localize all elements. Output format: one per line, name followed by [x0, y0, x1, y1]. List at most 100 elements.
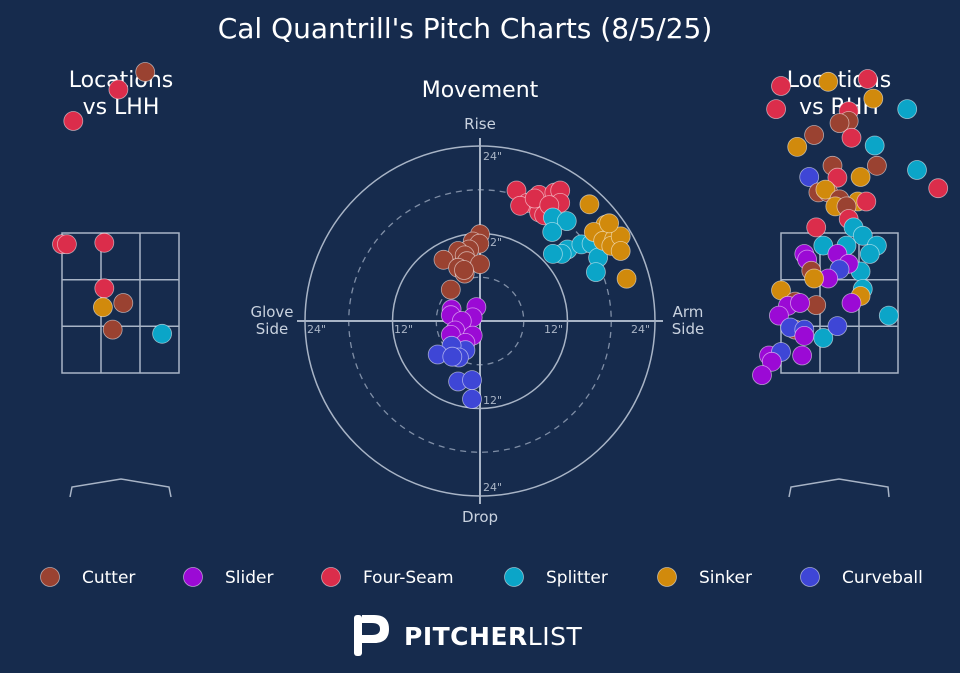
legend-item-splitter: Splitter: [504, 567, 608, 588]
rhh-point-slider: [794, 325, 815, 346]
lhh-point-cutter: [135, 62, 156, 82]
ring-labels: 24" 12" 12" 24" 24" 12" 12" 24": [307, 150, 650, 494]
rhh-point-fourseam: [766, 99, 786, 119]
movement-point-splitter: [586, 262, 606, 283]
movement-point-cutter: [454, 260, 474, 280]
label-arm-side-line1: Arm: [673, 303, 704, 321]
rhh-point-splitter: [878, 305, 899, 326]
panel-rhh: Locations vs RHH: [752, 68, 949, 498]
lhh-point-splitter: [152, 323, 173, 344]
rhh-point-splitter: [864, 135, 885, 156]
label-drop: Drop: [462, 508, 498, 526]
movement-point-sinker: [579, 194, 600, 215]
movement-point-sinker: [599, 213, 619, 234]
lhh-point-fourseam: [94, 232, 115, 253]
lhh-home-plate: [69, 478, 172, 498]
rhh-point-fourseam: [928, 178, 949, 199]
ring-label-bottom-12: 12": [483, 394, 502, 407]
legend-marker-sinker: [657, 567, 677, 587]
legend-item-slider: Slider: [183, 567, 273, 588]
movement-point-curveball: [442, 346, 463, 367]
legend-item-sinker: Sinker: [657, 567, 752, 588]
rhh-point-splitter: [859, 244, 880, 264]
lhh-point-sinker: [93, 297, 113, 318]
rhh-point-cutter: [829, 113, 850, 133]
ring-label-top-24: 24": [483, 150, 502, 163]
ring-label-left-12: 12": [394, 323, 413, 336]
rhh-point-sinker: [818, 71, 839, 92]
movement-point-curveball: [462, 389, 482, 409]
ring-label-right-24: 24": [631, 323, 650, 336]
movement-point-cutter: [440, 279, 461, 300]
rhh-point-slider: [792, 345, 812, 366]
panel-movement: Movement Rise Drop Glove Side Arm Side 2…: [250, 78, 704, 526]
rhh-point-fourseam: [856, 191, 877, 212]
rhh-point-sinker: [850, 167, 871, 187]
lhh-point-fourseam: [57, 234, 77, 255]
legend-marker-cutter: [40, 567, 60, 587]
lhh-points: [52, 62, 173, 344]
rhh-point-sinker: [863, 88, 884, 109]
legend-label-cutter: Cutter: [82, 568, 135, 588]
pitcherlist-wordmark: PITCHERLIST: [404, 622, 582, 651]
panel-lhh: Locations vs LHH: [52, 62, 180, 498]
movement-title: Movement: [422, 78, 539, 103]
rhh-point-cutter: [867, 155, 887, 176]
label-glove-side-line1: Glove: [250, 303, 293, 321]
legend-marker-splitter: [504, 567, 524, 587]
ring-label-bottom-24: 24": [483, 481, 502, 494]
movement-point-sinker: [616, 268, 637, 289]
rhh-point-slider: [752, 365, 772, 386]
rhh-point-sinker: [804, 268, 824, 289]
legend-item-fourseam: Four-Seam: [321, 567, 454, 588]
rhh-point-slider: [841, 293, 862, 313]
legend-label-slider: Slider: [225, 568, 273, 588]
movement-point-sinker: [610, 241, 631, 261]
label-arm-side-line2: Side: [672, 320, 704, 338]
rhh-point-sinker: [815, 179, 836, 200]
rhh-points: [752, 69, 949, 386]
movement-point-curveball: [462, 370, 482, 391]
movement-points: [427, 180, 637, 409]
legend-marker-curveball: [800, 567, 820, 587]
legend-label-fourseam: Four-Seam: [363, 568, 454, 588]
rhh-point-slider: [790, 293, 810, 313]
legend-label-splitter: Splitter: [546, 568, 608, 588]
rhh-point-curveball: [827, 316, 848, 337]
movement-point-splitter: [556, 211, 577, 232]
label-rise: Rise: [464, 115, 496, 133]
rhh-point-slider: [761, 351, 782, 372]
pitcherlist-logo: PITCHERLIST: [354, 615, 582, 656]
ring-label-left-24: 24": [307, 323, 326, 336]
rhh-point-fourseam: [841, 127, 862, 148]
ring-label-right-12: 12": [544, 323, 563, 336]
rhh-point-splitter: [897, 99, 918, 119]
lhh-point-fourseam: [94, 278, 115, 299]
rhh-point-splitter: [907, 160, 927, 180]
chart-title: Cal Quantrill's Pitch Charts (8/5/25): [218, 12, 713, 45]
rhh-point-splitter: [852, 225, 873, 246]
rhh-point-fourseam: [771, 76, 791, 96]
movement-point-splitter: [543, 243, 563, 264]
rhh-point-fourseam: [827, 167, 848, 188]
lhh-title-line2: vs LHH: [83, 95, 160, 120]
legend-marker-slider: [183, 567, 203, 587]
rhh-point-sinker: [787, 136, 808, 157]
legend-label-curveball: Curveball: [842, 568, 923, 588]
rhh-point-fourseam: [806, 217, 827, 238]
lhh-point-cutter: [113, 293, 134, 313]
rhh-point-curveball: [799, 167, 820, 187]
lhh-point-fourseam: [63, 111, 84, 131]
legend: Cutter Slider Four-Seam Splitter Sinker Curve…: [40, 567, 923, 588]
label-glove-side-line2: Side: [256, 320, 288, 338]
rhh-point-splitter: [813, 328, 834, 348]
legend-marker-fourseam: [321, 567, 341, 587]
rhh-home-plate: [788, 478, 890, 498]
logo-bold-text: PITCHER: [404, 622, 528, 651]
legend-item-cutter: Cutter: [40, 567, 135, 588]
rhh-point-cutter: [804, 125, 824, 145]
lhh-point-fourseam: [108, 79, 129, 100]
pitcherlist-p-icon: [354, 615, 389, 656]
rhh-point-fourseam: [857, 69, 878, 89]
